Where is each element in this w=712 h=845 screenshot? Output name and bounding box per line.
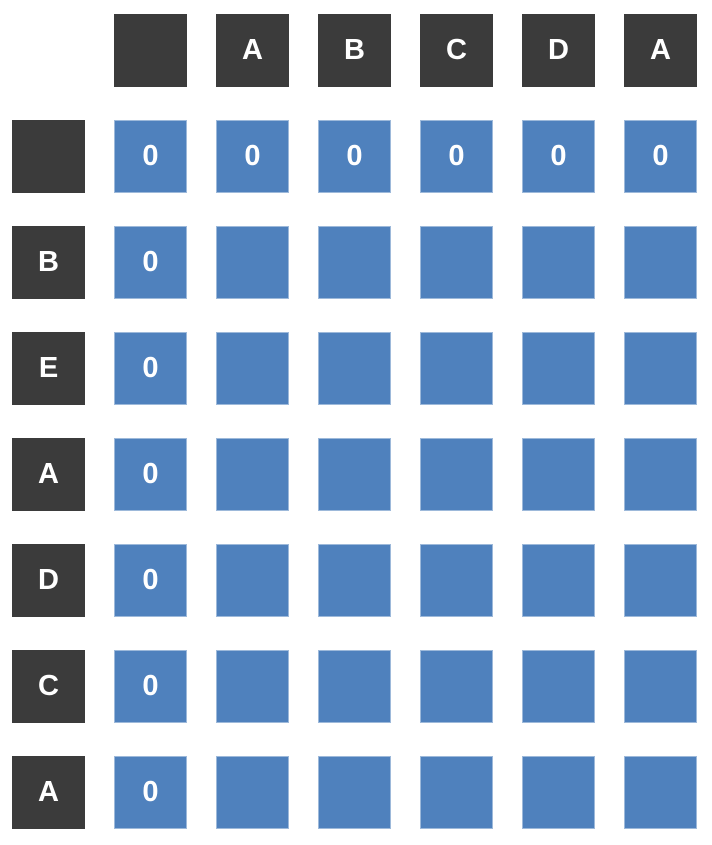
row-header: A xyxy=(12,756,85,829)
dp-cell: 0 xyxy=(114,650,187,723)
dp-cell xyxy=(420,226,493,299)
dp-cell: 0 xyxy=(114,226,187,299)
dp-cell: 0 xyxy=(522,120,595,193)
dp-cell xyxy=(216,544,289,617)
col-header: A xyxy=(216,14,289,87)
dp-cell: 0 xyxy=(114,438,187,511)
dp-cell xyxy=(624,226,697,299)
dp-cell xyxy=(318,438,391,511)
dp-cell xyxy=(624,650,697,723)
corner-spacer xyxy=(12,14,85,87)
col-header: C xyxy=(420,14,493,87)
row-header: B xyxy=(12,226,85,299)
dp-cell xyxy=(522,226,595,299)
dp-cell xyxy=(624,756,697,829)
col-header-blank xyxy=(114,14,187,87)
dp-cell xyxy=(624,544,697,617)
dp-cell xyxy=(318,544,391,617)
dp-cell xyxy=(216,650,289,723)
dp-cell xyxy=(624,438,697,511)
dp-cell: 0 xyxy=(318,120,391,193)
dp-cell: 0 xyxy=(114,332,187,405)
dp-cell xyxy=(216,332,289,405)
dp-cell xyxy=(318,756,391,829)
dp-cell: 0 xyxy=(420,120,493,193)
row-header: C xyxy=(12,650,85,723)
dp-cell xyxy=(318,332,391,405)
dp-cell xyxy=(216,756,289,829)
dp-cell xyxy=(522,438,595,511)
row-header: D xyxy=(12,544,85,617)
col-header: B xyxy=(318,14,391,87)
dp-cell: 0 xyxy=(114,120,187,193)
dp-cell xyxy=(216,438,289,511)
dp-cell xyxy=(420,756,493,829)
dp-cell xyxy=(318,226,391,299)
dp-cell xyxy=(420,438,493,511)
dp-cell: 0 xyxy=(624,120,697,193)
dp-cell xyxy=(318,650,391,723)
dp-cell xyxy=(522,332,595,405)
dp-cell xyxy=(420,544,493,617)
dp-cell xyxy=(420,650,493,723)
dp-cell: 0 xyxy=(114,756,187,829)
col-header: D xyxy=(522,14,595,87)
dp-cell xyxy=(522,650,595,723)
dp-cell xyxy=(522,756,595,829)
row-header: A xyxy=(12,438,85,511)
dp-cell xyxy=(216,226,289,299)
col-header: A xyxy=(624,14,697,87)
dp-cell xyxy=(522,544,595,617)
row-header: E xyxy=(12,332,85,405)
row-header-blank xyxy=(12,120,85,193)
dp-cell xyxy=(420,332,493,405)
dp-cell: 0 xyxy=(114,544,187,617)
dp-cell xyxy=(624,332,697,405)
dp-cell: 0 xyxy=(216,120,289,193)
